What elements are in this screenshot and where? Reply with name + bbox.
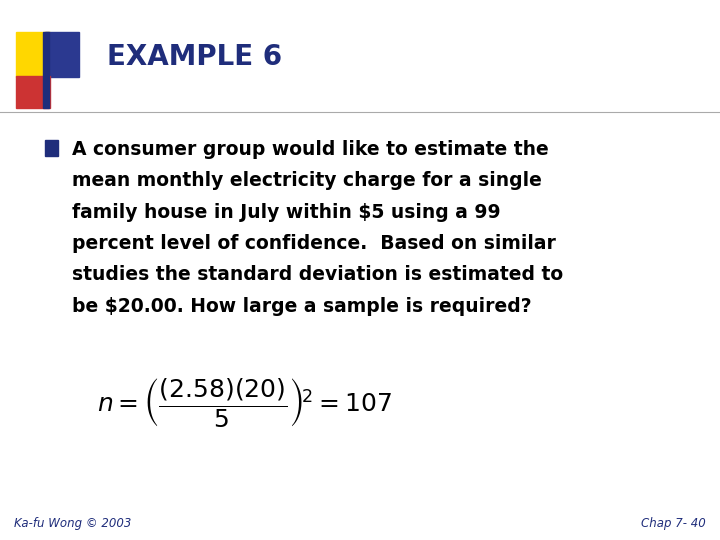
Text: mean monthly electricity charge for a single: mean monthly electricity charge for a si…	[72, 171, 542, 191]
Bar	[45, 32, 79, 77]
Text: percent level of confidence.  Based on similar: percent level of confidence. Based on si…	[72, 234, 556, 253]
Bar	[16, 76, 50, 108]
Bar	[43, 32, 49, 108]
Text: A consumer group would like to estimate the: A consumer group would like to estimate …	[72, 140, 549, 159]
Text: studies the standard deviation is estimated to: studies the standard deviation is estima…	[72, 265, 563, 285]
Bar	[16, 32, 50, 77]
Text: EXAMPLE 6: EXAMPLE 6	[107, 43, 282, 71]
Text: Ka-fu Wong © 2003: Ka-fu Wong © 2003	[14, 517, 132, 530]
Text: $n = \left( \dfrac{(2.58)(20)}{5} \right)^{\!2} = 107$: $n = \left( \dfrac{(2.58)(20)}{5} \right…	[97, 376, 392, 429]
Text: be $20.00. How large a sample is required?: be $20.00. How large a sample is require…	[72, 296, 531, 316]
Text: Chap 7- 40: Chap 7- 40	[641, 517, 706, 530]
Text: family house in July within $5 using a 99: family house in July within $5 using a 9…	[72, 202, 500, 222]
Bar	[45, 140, 58, 156]
